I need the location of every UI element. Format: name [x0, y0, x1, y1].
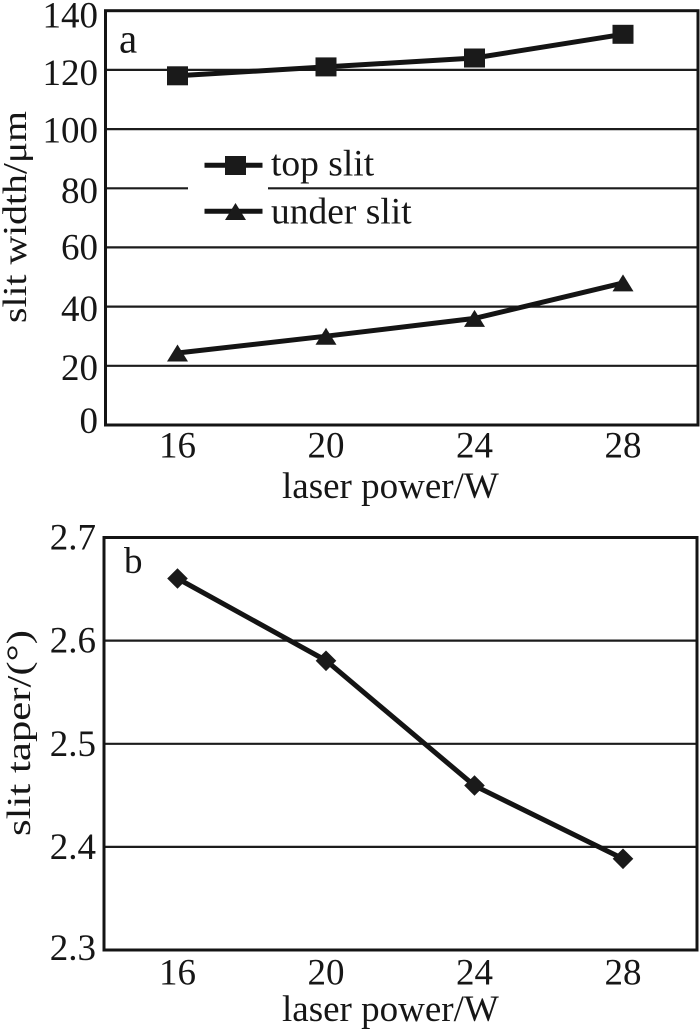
- svg-text:0: 0: [80, 401, 99, 442]
- svg-text:2.7: 2.7: [50, 518, 96, 559]
- svg-text:16: 16: [159, 953, 196, 994]
- svg-text:20: 20: [308, 426, 345, 467]
- svg-text:20: 20: [61, 348, 98, 389]
- svg-text:slit taper/(°): slit taper/(°): [1, 630, 38, 836]
- svg-text:40: 40: [61, 289, 98, 330]
- svg-text:2.5: 2.5: [50, 724, 96, 765]
- svg-text:16: 16: [159, 426, 196, 467]
- svg-text:120: 120: [43, 53, 99, 94]
- svg-text:laser power/W: laser power/W: [282, 989, 499, 1030]
- svg-text:24: 24: [456, 953, 493, 994]
- svg-text:under slit: under slit: [271, 192, 412, 233]
- svg-text:28: 28: [605, 426, 642, 467]
- svg-text:60: 60: [61, 228, 98, 269]
- svg-text:2.6: 2.6: [50, 621, 96, 662]
- svg-text:b: b: [124, 541, 143, 582]
- svg-text:top slit: top slit: [271, 144, 375, 185]
- svg-text:28: 28: [605, 953, 642, 994]
- svg-text:100: 100: [43, 110, 99, 151]
- svg-text:2.4: 2.4: [50, 827, 96, 868]
- svg-text:20: 20: [308, 953, 345, 994]
- svg-text:24: 24: [456, 426, 493, 467]
- svg-text:80: 80: [61, 171, 98, 212]
- svg-text:laser power/W: laser power/W: [282, 466, 499, 507]
- svg-text:140: 140: [43, 0, 99, 37]
- svg-text:2.3: 2.3: [50, 928, 96, 969]
- svg-text:a: a: [119, 16, 137, 62]
- svg-text:slit width/μm: slit width/μm: [0, 111, 34, 323]
